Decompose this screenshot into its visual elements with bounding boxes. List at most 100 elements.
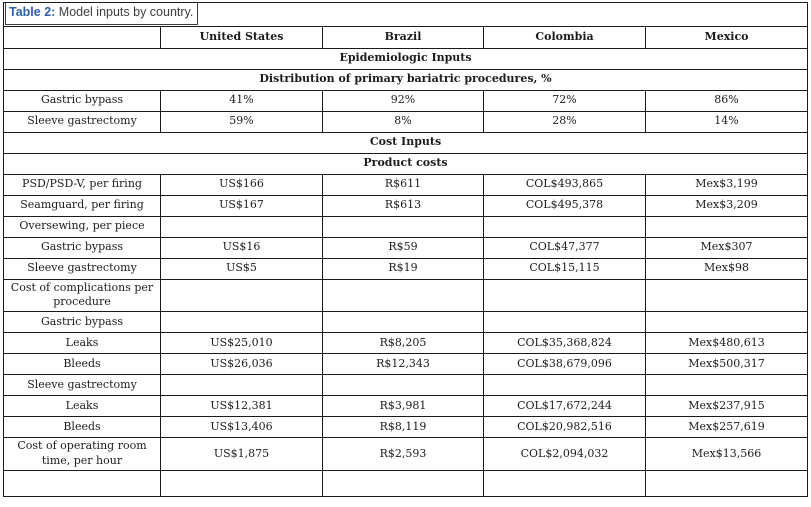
row-label: PSD/PSD-V, per firing (3, 173, 161, 196)
value-cell: COL$47,377 (483, 236, 646, 259)
value-cell: COL$17,672,244 (483, 395, 646, 418)
value-cell: 59% (160, 110, 323, 133)
table-caption-editbox[interactable]: Table 2: Model inputs by country. (5, 3, 199, 25)
row-label: Gastric bypass (3, 236, 161, 259)
value-cell: US$25,010 (160, 332, 323, 355)
value-cell: COL$38,679,096 (483, 353, 646, 376)
value-cell (483, 374, 646, 397)
row-label: Bleeds (3, 353, 161, 376)
table-row (3, 470, 809, 497)
row-label: Bleeds (3, 416, 161, 439)
value-cell: US$26,036 (160, 353, 323, 376)
value-cell: 72% (483, 89, 646, 112)
value-cell (322, 278, 484, 313)
value-cell: R$611 (322, 173, 484, 196)
value-cell: Mex$500,317 (644, 353, 809, 376)
value-cell: 28% (483, 110, 646, 133)
section-row: Product costs (2, 152, 809, 175)
section-header: Epidemiologic Inputs (2, 47, 809, 70)
column-header-blank (3, 25, 161, 49)
value-cell: R$8,119 (322, 416, 484, 439)
table-row: Leaks US$12,381 R$3,981 COL$17,672,244 Mex$2… (3, 395, 809, 418)
row-label: Gastric bypass (3, 89, 161, 112)
value-cell (160, 278, 323, 313)
row-label: Leaks (3, 395, 161, 418)
row-label: Seamguard, per firing (3, 194, 161, 217)
value-cell: Mex$257,619 (644, 416, 809, 439)
value-cell (644, 311, 809, 334)
value-cell: Mex$307 (644, 236, 809, 259)
value-cell (483, 470, 646, 497)
value-cell: 8% (322, 110, 484, 133)
value-cell: R$2,593 (322, 437, 484, 471)
table-row: Cost of complications per procedure (3, 278, 809, 313)
value-cell: Mex$480,613 (644, 332, 809, 355)
value-cell: US$167 (160, 194, 323, 217)
table-row: Gastric bypass US$16 R$59 COL$47,377 Mex$307 (3, 236, 809, 259)
table-row: Sleeve gastrectomy (3, 374, 809, 397)
value-cell (483, 215, 646, 238)
value-cell (160, 374, 323, 397)
value-cell: 92% (322, 89, 484, 112)
section-header: Cost Inputs (2, 131, 809, 154)
value-cell (160, 311, 323, 334)
row-label (3, 470, 161, 497)
column-header-united-states: United States (160, 25, 323, 49)
table-row: Gastric bypass (3, 311, 809, 334)
value-cell (322, 470, 484, 497)
row-label: Oversewing, per piece (3, 215, 161, 238)
row-label: Leaks (3, 332, 161, 355)
value-cell: COL$2,094,032 (483, 437, 646, 471)
table-row: PSD/PSD-V, per firing US$166 R$611 COL$493,… (3, 173, 809, 196)
value-cell (160, 215, 323, 238)
section-row: Epidemiologic Inputs (2, 47, 809, 70)
table-row: Bleeds US$26,036 R$12,343 COL$38,679,096 Mex… (3, 353, 809, 376)
row-label: Sleeve gastrectomy (3, 257, 161, 280)
value-cell: US$5 (160, 257, 323, 280)
value-cell: US$16 (160, 236, 323, 259)
caption-label: Table 2: (9, 5, 56, 19)
table-row: Bleeds US$13,406 R$8,119 COL$20,982,516 Mex$… (3, 416, 809, 439)
value-cell: 14% (644, 110, 809, 133)
value-cell: R$19 (322, 257, 484, 280)
caption-row: Table 2: Model inputs by country. (2, 2, 809, 27)
row-label: Cost of operating room time, per hour (3, 437, 161, 471)
table-row: Oversewing, per piece (3, 215, 809, 238)
table-row: Sleeve gastrectomy US$5 R$19 COL$15,115 Mex$… (3, 257, 809, 280)
table-row: Seamguard, per firing US$167 R$613 COL$495,… (3, 194, 809, 217)
value-cell: US$1,875 (160, 437, 323, 471)
value-cell (644, 278, 809, 313)
caption-cell: Table 2: Model inputs by country. (2, 2, 809, 27)
value-cell: Mex$3,199 (644, 173, 809, 196)
value-cell: Mex$237,915 (644, 395, 809, 418)
value-cell: Mex$98 (644, 257, 809, 280)
row-label: Cost of complications per procedure (3, 278, 161, 313)
value-cell: US$12,381 (160, 395, 323, 418)
section-header: Product costs (2, 152, 809, 175)
column-header-colombia: Colombia (483, 25, 646, 49)
header-row: United States Brazil Colombia Mexico (3, 25, 809, 49)
row-label: Sleeve gastrectomy (3, 110, 161, 133)
section-row: Cost Inputs (2, 131, 809, 154)
caption-text: Model inputs by country. (55, 5, 194, 19)
value-cell: Mex$3,209 (644, 194, 809, 217)
value-cell: R$59 (322, 236, 484, 259)
value-cell: 41% (160, 89, 323, 112)
value-cell: COL$493,865 (483, 173, 646, 196)
value-cell: US$13,406 (160, 416, 323, 439)
section-header: Distribution of primary bariatric proced… (2, 68, 809, 91)
table-row: Leaks US$25,010 R$8,205 COL$35,368,824 Mex$4… (3, 332, 809, 355)
table-row: Cost of operating room time, per hour US$… (3, 437, 809, 471)
value-cell: US$166 (160, 173, 323, 196)
value-cell (483, 311, 646, 334)
column-header-mexico: Mexico (644, 25, 809, 49)
value-cell: R$12,343 (322, 353, 484, 376)
column-header-brazil: Brazil (322, 25, 484, 49)
value-cell: COL$15,115 (483, 257, 646, 280)
value-cell: 86% (644, 89, 809, 112)
value-cell (322, 215, 484, 238)
value-cell: R$3,981 (322, 395, 484, 418)
value-cell: R$8,205 (322, 332, 484, 355)
value-cell (483, 278, 646, 313)
value-cell (322, 374, 484, 397)
